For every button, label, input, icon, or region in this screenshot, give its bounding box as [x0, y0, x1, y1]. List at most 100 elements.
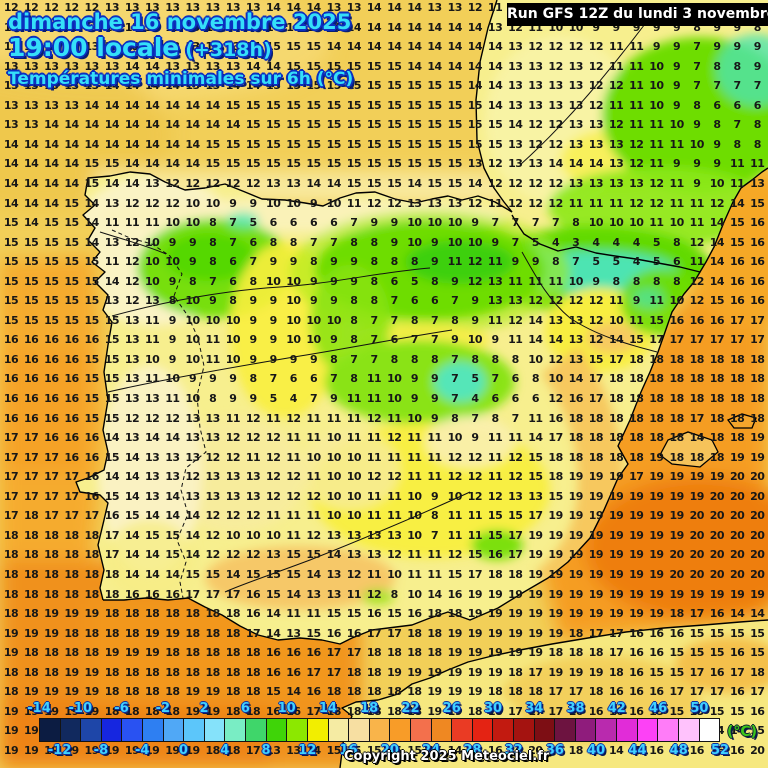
grid-temperature-value: 14	[145, 509, 160, 523]
grid-temperature-value: 11	[508, 274, 523, 288]
grid-temperature-value: 7	[733, 79, 742, 93]
grid-temperature-value: 15	[447, 79, 463, 93]
grid-temperature-value: 12	[588, 40, 604, 54]
grid-temperature-value: 13	[104, 20, 120, 34]
grid-temperature-value: 14	[165, 567, 180, 581]
grid-temperature-value: 5	[652, 255, 661, 269]
grid-temperature-value: 13	[185, 411, 200, 425]
grid-temperature-value: 18	[487, 567, 503, 581]
grid-temperature-value: 11	[608, 59, 624, 73]
grid-temperature-value: 12	[205, 509, 221, 523]
grid-temperature-value: 13	[407, 196, 422, 210]
grid-temperature-value: 14	[84, 137, 100, 151]
grid-temperature-value: 10	[185, 216, 200, 230]
grid-temperature-value: 16	[608, 685, 624, 699]
grid-temperature-value: 12	[366, 470, 382, 484]
grid-temperature-value: 18	[568, 646, 584, 660]
grid-temperature-value: 6	[229, 255, 237, 269]
grid-temperature-value: 18	[588, 450, 604, 464]
grid-temperature-value: 19	[588, 587, 604, 601]
grid-temperature-value: 11	[346, 411, 362, 425]
grid-temperature-value: 10	[709, 176, 725, 190]
grid-temperature-value: 18	[629, 450, 644, 464]
grid-temperature-value: 12	[387, 431, 402, 445]
grid-temperature-value: 12	[387, 196, 402, 210]
grid-temperature-value: 16	[568, 392, 584, 405]
grid-temperature-value: 10	[387, 372, 402, 386]
grid-temperature-value: 18	[24, 587, 39, 601]
grid-temperature-value: 14	[104, 137, 120, 151]
grid-temperature-value: 11	[649, 157, 664, 171]
grid-temperature-value: 18	[24, 528, 39, 542]
grid-temperature-value: 15	[306, 79, 321, 93]
grid-temperature-value: 14	[124, 470, 140, 484]
grid-temperature-value: 19	[548, 567, 563, 581]
grid-temperature-value: 20	[750, 509, 765, 523]
grid-temperature-value: 7	[229, 216, 237, 230]
grid-temperature-value: 9	[350, 255, 358, 269]
grid-temperature-value: 18	[44, 548, 59, 562]
grid-temperature-value: 19	[649, 509, 664, 523]
grid-temperature-value: 18	[245, 646, 261, 660]
grid-temperature-value: 13	[145, 489, 160, 503]
grid-temperature-value: 19	[629, 489, 644, 503]
grid-temperature-value: 11	[689, 196, 705, 210]
grid-temperature-value: 14	[407, 40, 422, 54]
grid-temperature-value: 15	[528, 470, 543, 484]
grid-temperature-value: 14	[225, 118, 241, 132]
grid-temperature-value: 18	[427, 607, 442, 621]
colorbar-tick-label: -8	[93, 743, 109, 758]
grid-temperature-value: 12	[266, 431, 281, 445]
colorbar-tick-label: 22	[401, 701, 420, 716]
grid-temperature-value: 14	[104, 79, 120, 93]
grid-temperature-value: 12	[548, 294, 563, 308]
grid-temperature-value: 18	[3, 567, 19, 581]
grid-temperature-value: 10	[649, 98, 664, 112]
grid-temperature-value: 15	[3, 294, 19, 308]
grid-temperature-value: 13	[266, 176, 281, 190]
grid-temperature-value: 16	[64, 450, 79, 464]
grid-temperature-value: 10	[387, 392, 402, 405]
grid-temperature-value: 15	[266, 98, 281, 112]
copyright-text: Copyright 2025 Meteociel.fr	[344, 749, 550, 764]
grid-temperature-value: 14	[124, 98, 140, 112]
grid-temperature-value: 9	[693, 176, 701, 190]
grid-temperature-value: 18	[387, 646, 402, 660]
grid-temperature-value: 5	[269, 392, 278, 405]
grid-temperature-value: 14	[84, 216, 100, 230]
grid-temperature-value: 19	[44, 685, 59, 699]
grid-temperature-value: 11	[447, 255, 463, 269]
grid-temperature-value: 20	[750, 528, 765, 542]
grid-temperature-value: 16	[750, 255, 765, 269]
grid-temperature-value: 18	[326, 704, 342, 718]
colorbar-cell	[203, 718, 226, 742]
grid-temperature-value: 19	[487, 646, 503, 660]
grid-temperature-value: 8	[370, 294, 378, 308]
grid-temperature-value: 13	[286, 626, 301, 640]
colorbar-unit-label: (°C)	[727, 724, 758, 740]
grid-temperature-value: 10	[528, 352, 543, 366]
grid-temperature-value: 6	[289, 216, 298, 230]
grid-temperature-value: 18	[225, 704, 241, 718]
model-run-banner: Run GFS 12Z du lundi 3 novembre 2025	[507, 3, 768, 26]
grid-temperature-value: 13	[24, 98, 39, 112]
grid-temperature-value: 10	[145, 274, 160, 288]
grid-temperature-value: 12	[528, 137, 543, 151]
grid-temperature-value: 18	[326, 685, 342, 699]
grid-temperature-value: 18	[44, 646, 59, 660]
grid-temperature-value: 13	[528, 98, 543, 112]
grid-temperature-value: 15	[44, 294, 59, 308]
grid-temperature-value: 13	[568, 313, 584, 327]
grid-temperature-value: 11	[629, 79, 644, 93]
grid-temperature-value: 11	[407, 548, 422, 562]
grid-temperature-value: 19	[568, 587, 584, 601]
grid-temperature-value: 3	[572, 235, 580, 249]
grid-temperature-value: 19	[467, 626, 483, 640]
grid-temperature-value: 10	[205, 196, 221, 210]
colorbar-cell	[409, 718, 432, 742]
grid-temperature-value: 13	[245, 20, 261, 34]
grid-temperature-value: 13	[225, 1, 241, 14]
grid-temperature-value: 14	[185, 118, 200, 132]
grid-temperature-value: 16	[44, 333, 59, 347]
grid-temperature-value: 15	[326, 59, 342, 73]
